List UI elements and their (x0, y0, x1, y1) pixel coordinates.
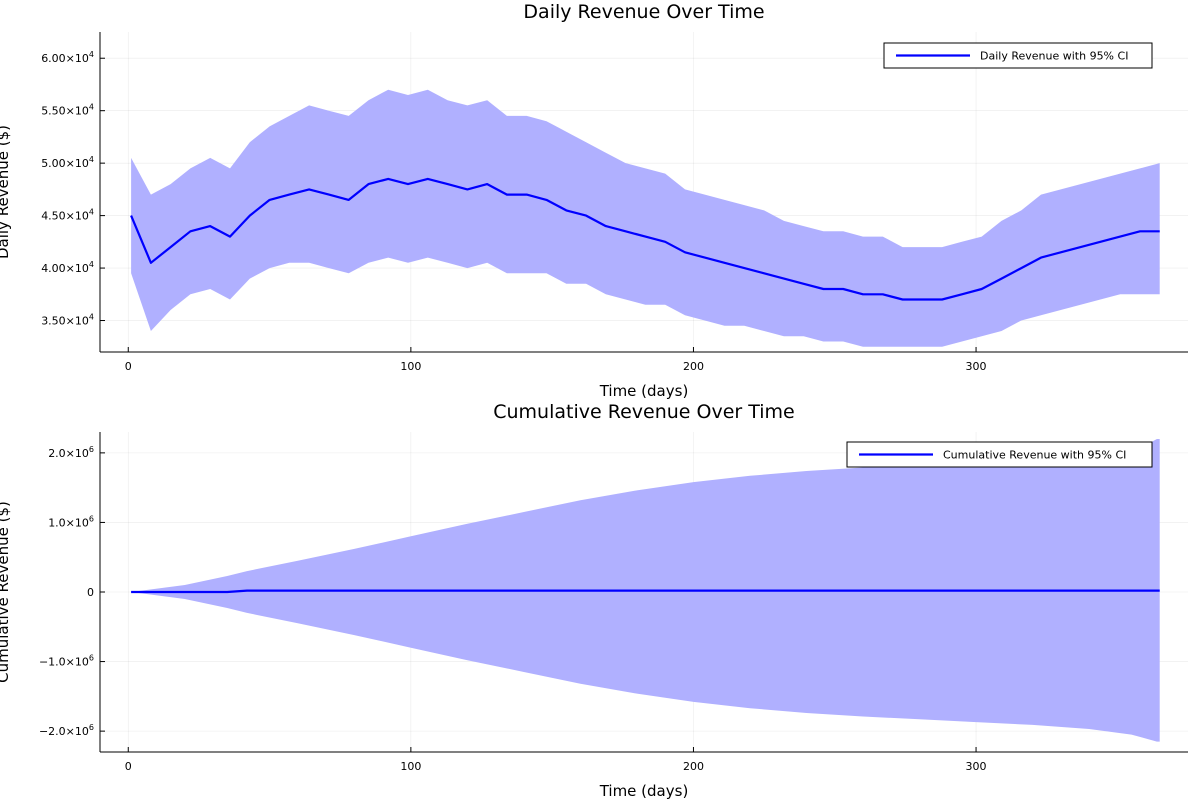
x-tick-label: 200 (683, 360, 704, 373)
y-tick-label: 5.00×104 (41, 155, 94, 170)
y-tick-mantissa: −1.0×10 (39, 656, 89, 669)
y-tick-mantissa: 6.00×10 (41, 52, 89, 65)
legend-label: Daily Revenue with 95% CI (980, 50, 1128, 63)
x-tick-label: 0 (125, 360, 132, 373)
y-tick-exponent: 4 (89, 260, 94, 269)
x-axis-label: Time (days) (599, 782, 689, 800)
y-tick-exponent: 4 (89, 50, 94, 59)
x-tick-label: 100 (400, 760, 421, 773)
y-tick-exponent: 4 (89, 208, 94, 217)
y-tick-label: 2.0×106 (48, 445, 94, 460)
y-tick-label: 0 (87, 586, 94, 599)
legend: Cumulative Revenue with 95% CI (847, 442, 1152, 467)
y-tick-mantissa: 2.0×10 (48, 447, 89, 460)
y-tick-label: −1.0×106 (39, 654, 94, 669)
y-axis-label: Cumulative Revenue ($) (0, 501, 12, 683)
chart-title: Cumulative Revenue Over Time (493, 401, 795, 423)
y-axis-label: Daily Revenue ($) (0, 125, 12, 259)
y-tick-exponent: 4 (89, 313, 94, 322)
y-tick-mantissa: −2.0×10 (39, 725, 89, 738)
x-tick-label: 0 (125, 760, 132, 773)
y-tick-exponent: 4 (89, 103, 94, 112)
y-tick-exponent: 6 (89, 654, 94, 663)
y-tick-label: 5.50×104 (41, 103, 94, 118)
y-tick-label: −2.0×106 (39, 723, 94, 738)
y-tick-mantissa: 4.00×10 (41, 262, 89, 275)
legend: Daily Revenue with 95% CI (884, 43, 1152, 68)
y-tick-mantissa: 3.50×10 (41, 315, 89, 328)
y-tick-mantissa: 5.00×10 (41, 157, 89, 170)
y-tick-exponent: 6 (89, 723, 94, 732)
x-tick-label: 300 (966, 760, 987, 773)
y-tick-exponent: 4 (89, 155, 94, 164)
x-axis-label: Time (days) (599, 382, 689, 400)
y-tick-mantissa: 1.0×10 (48, 516, 89, 529)
x-tick-label: 200 (683, 760, 704, 773)
y-tick-label: 4.50×104 (41, 208, 94, 223)
y-tick-label: 1.0×106 (48, 514, 94, 529)
y-tick-label: 6.00×104 (41, 50, 94, 65)
y-tick-exponent: 6 (89, 514, 94, 523)
x-tick-label: 300 (966, 360, 987, 373)
y-tick-label: 4.00×104 (41, 260, 94, 275)
y-tick-mantissa: 4.50×10 (41, 210, 89, 223)
chart-title: Daily Revenue Over Time (523, 1, 764, 23)
x-tick-label: 100 (400, 360, 421, 373)
y-tick-mantissa: 0 (87, 586, 94, 599)
y-tick-exponent: 6 (89, 445, 94, 454)
y-tick-mantissa: 5.50×10 (41, 105, 89, 118)
y-tick-label: 3.50×104 (41, 313, 94, 328)
legend-label: Cumulative Revenue with 95% CI (943, 449, 1126, 462)
confidence-band (131, 90, 1160, 347)
